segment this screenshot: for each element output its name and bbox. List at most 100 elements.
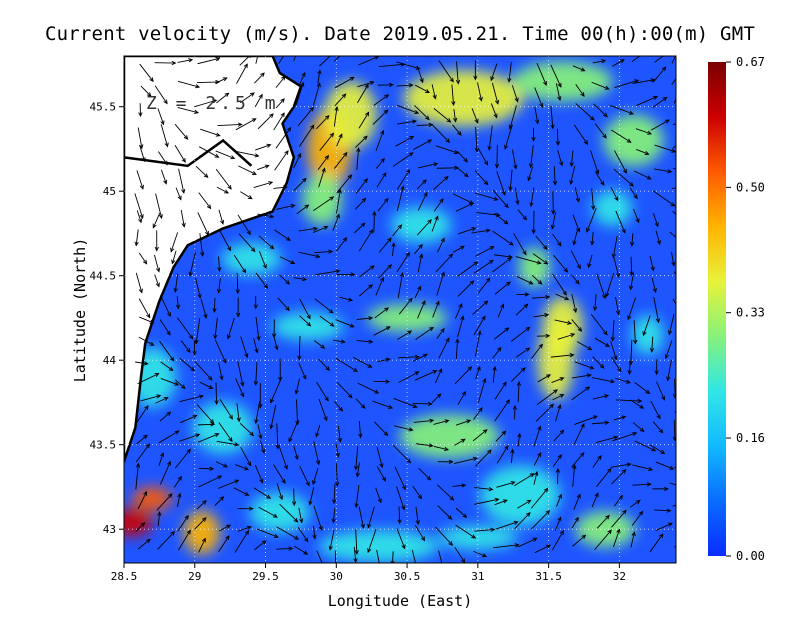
velocity-arrow (198, 146, 220, 158)
velocity-arrow (655, 522, 673, 531)
velocity-arrow (194, 99, 218, 108)
velocity-arrow (414, 105, 430, 121)
velocity-arrow (293, 152, 302, 168)
velocity-arrow (477, 277, 491, 294)
velocity-arrow (571, 516, 579, 529)
velocity-arrow (635, 128, 653, 135)
velocity-arrow (375, 157, 385, 169)
velocity-arrow (452, 245, 465, 253)
velocity-arrow (413, 418, 435, 423)
velocity-arrow (455, 524, 477, 539)
velocity-arrow (372, 210, 377, 233)
velocity-arrow (611, 509, 627, 528)
velocity-arrow (270, 380, 281, 404)
velocity-arrow (354, 197, 367, 210)
velocity-arrow (557, 333, 576, 340)
velocity-arrow (219, 524, 232, 532)
velocity-arrow (299, 466, 310, 487)
velocity-arrow (256, 528, 279, 538)
velocity-arrow (159, 295, 171, 318)
velocity-arrow (312, 225, 329, 233)
velocity-arrow (632, 422, 645, 433)
y-tick-label: 45 (103, 185, 116, 198)
velocity-arrow (574, 415, 598, 426)
velocity-arrow (336, 174, 353, 194)
velocity-arrow (415, 326, 434, 340)
velocity-arrow (297, 335, 302, 361)
velocity-arrow (536, 333, 551, 339)
velocity-arrow (135, 522, 146, 532)
velocity-arrow (177, 317, 194, 340)
velocity-arrow (517, 432, 522, 447)
velocity-arrow (334, 93, 347, 107)
velocity-arrow (651, 277, 657, 294)
velocity-arrow (510, 326, 531, 342)
velocity-arrow (160, 460, 171, 485)
velocity-arrow (179, 394, 205, 403)
velocity-arrow (554, 516, 562, 531)
velocity-arrow (416, 179, 427, 190)
velocity-arrow (234, 529, 250, 553)
velocity-arrow (355, 398, 366, 409)
velocity-arrow (376, 466, 386, 482)
velocity-arrow (630, 399, 645, 409)
velocity-arrow (160, 169, 168, 185)
velocity-arrow (615, 296, 621, 316)
velocity-arrow (134, 193, 144, 220)
y-tick-label: 43 (103, 523, 116, 536)
velocity-arrow (652, 213, 659, 228)
velocity-arrow (614, 150, 627, 174)
velocity-arrow (595, 171, 605, 186)
velocity-arrow (275, 98, 285, 109)
velocity-arrow (135, 361, 149, 366)
velocity-arrow (471, 108, 479, 124)
velocity-arrow (257, 113, 274, 130)
velocity-arrow (654, 56, 665, 63)
velocity-arrow (293, 56, 297, 62)
velocity-arrow (655, 461, 675, 470)
velocity-arrow (160, 361, 174, 372)
velocity-arrow (217, 256, 222, 273)
velocity-arrow (313, 196, 335, 212)
velocity-arrow (375, 276, 384, 296)
velocity-arrow (512, 149, 518, 170)
velocity-arrow (198, 475, 223, 488)
velocity-arrow (275, 126, 292, 149)
velocity-arrow (511, 85, 519, 103)
velocity-arrow (257, 213, 275, 219)
velocity-arrow (259, 440, 266, 454)
velocity-arrow (218, 362, 224, 381)
velocity-arrow (632, 78, 656, 84)
velocity-arrow (358, 420, 363, 439)
velocity-arrow (533, 470, 539, 485)
velocity-arrow (571, 452, 585, 468)
velocity-arrow (237, 214, 251, 236)
velocity-arrow (239, 92, 255, 104)
velocity-arrow (373, 379, 391, 384)
velocity-arrow (418, 468, 432, 481)
velocity-arrow (152, 212, 161, 229)
velocity-arrow (615, 398, 643, 404)
velocity-arrow (510, 448, 515, 464)
velocity-arrow (492, 365, 497, 383)
velocity-arrow (235, 118, 257, 131)
velocity-arrow (213, 317, 218, 340)
velocity-arrow (339, 296, 354, 302)
velocity-arrow (258, 235, 275, 250)
velocity-arrow (335, 463, 340, 488)
velocity-arrow (273, 336, 279, 351)
velocity-arrow (297, 527, 309, 543)
velocity-arrow (237, 506, 254, 511)
velocity-arrow (534, 107, 540, 125)
velocity-arrow (276, 526, 300, 540)
velocity-arrow (198, 537, 206, 553)
velocity-arrow (475, 449, 492, 467)
velocity-arrow (474, 170, 489, 186)
velocity-arrow (531, 210, 536, 235)
velocity-arrow (672, 419, 676, 442)
velocity-arrow (256, 164, 270, 171)
y-axis-ticks: 43 43.5 44 44.5 45 45.5 (90, 101, 124, 536)
velocity-arrow (474, 527, 496, 532)
velocity-arrow (652, 66, 667, 83)
figure-title: Current velocity (m/s). Date 2019.05.21.… (45, 23, 755, 45)
